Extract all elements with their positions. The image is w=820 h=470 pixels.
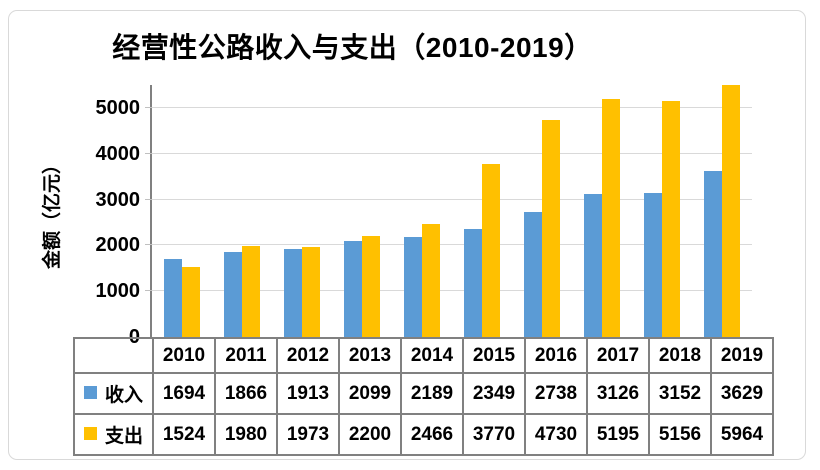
chart-bar-series0-2019	[704, 170, 722, 337]
value-cell: 3770	[462, 413, 526, 456]
data-table: 2010 2011 2012 2013 2014 2015 2016 2017 2018 2019…	[73, 337, 774, 456]
y-axis-tick-mark	[145, 244, 152, 246]
value-cell: 1524	[152, 413, 216, 456]
year-header-cell: 2010	[152, 337, 216, 374]
value-cell: 2189	[400, 372, 464, 415]
value-cell: 2466	[400, 413, 464, 456]
legend-swatch-icon	[83, 386, 97, 399]
series-label-cell: 收入	[73, 372, 154, 415]
chart-bar-series0-2010	[164, 259, 182, 337]
series-label-cell: 支出	[73, 413, 154, 456]
y-tick-label: 5000	[95, 96, 141, 119]
y-axis-tick-labels: 0 1000 2000 3000 4000 5000	[40, 0, 141, 470]
chart-bar-series0-2016	[524, 211, 542, 337]
year-header-cell: 2017	[586, 337, 650, 374]
value-cell: 5964	[710, 413, 774, 456]
value-cell: 1980	[214, 413, 278, 456]
year-header-cell: 2018	[648, 337, 712, 374]
chart-bar-series1-2012	[302, 246, 320, 337]
y-tick-label: 1000	[95, 280, 141, 303]
y-tick-label: 4000	[95, 142, 141, 165]
value-cell: 2738	[524, 372, 588, 415]
value-cell: 1866	[214, 372, 278, 415]
gridline-4000	[152, 152, 752, 154]
chart-bar-series1-2013	[362, 236, 380, 337]
chart-bar-series0-2015	[464, 229, 482, 337]
series-name-label: 收入	[104, 385, 143, 406]
year-header-cell: 2013	[338, 337, 402, 374]
chart-title: 经营性公路收入与支出（2010-2019）	[112, 32, 593, 63]
chart-bar-series1-2018	[662, 100, 680, 337]
chart-bar-series1-2010	[182, 267, 200, 337]
plot-area	[145, 85, 752, 337]
year-header-cell: 2015	[462, 337, 526, 374]
y-tick-label: 3000	[95, 188, 141, 211]
value-cell: 5156	[648, 413, 712, 456]
chart-bar-series1-2016	[542, 120, 560, 337]
chart-bar-series1-2011	[242, 246, 260, 337]
chart-bar-series0-2018	[644, 192, 662, 337]
value-cell: 2349	[462, 372, 526, 415]
gridline-3000	[152, 198, 752, 200]
value-cell: 3629	[710, 372, 774, 415]
year-header-cell: 2012	[276, 337, 340, 374]
gridline-2000	[152, 244, 752, 246]
year-header-cell: 2014	[400, 337, 464, 374]
y-axis-tick-mark	[145, 290, 152, 292]
chart-bar-series1-2014	[422, 224, 440, 337]
value-cell: 5195	[586, 413, 650, 456]
value-cell: 3126	[586, 372, 650, 415]
y-axis-tick-mark	[145, 106, 152, 108]
legend-swatch-icon	[83, 427, 97, 440]
value-cell: 2200	[338, 413, 402, 456]
y-axis-tick-mark	[145, 198, 152, 200]
value-cell: 1694	[152, 372, 216, 415]
year-header-cell: 2019	[710, 337, 774, 374]
year-header-cell: 2016	[524, 337, 588, 374]
chart-bar-series1-2015	[482, 164, 500, 337]
gridline-1000	[152, 290, 752, 292]
table-corner-cell	[73, 337, 154, 374]
chart-bar-series0-2017	[584, 193, 602, 337]
y-tick-label: 0	[128, 326, 140, 348]
chart-bar-series0-2014	[404, 236, 422, 337]
chart-bar-series0-2012	[284, 249, 302, 337]
series-name-label: 支出	[104, 426, 143, 447]
chart-bar-series0-2013	[344, 240, 362, 337]
chart-bar-series0-2011	[224, 251, 242, 337]
y-axis-tick-mark	[145, 152, 152, 154]
value-cell: 1973	[276, 413, 340, 456]
chart-bar-series1-2017	[602, 99, 620, 337]
year-header-cell: 2011	[214, 337, 278, 374]
y-tick-label: 2000	[95, 234, 141, 257]
value-cell: 1913	[276, 372, 340, 415]
value-cell: 2099	[338, 372, 402, 415]
value-cell: 4730	[524, 413, 588, 456]
value-cell: 3152	[648, 372, 712, 415]
gridline-5000	[152, 106, 752, 108]
chart-bar-series1-2019	[722, 85, 740, 337]
